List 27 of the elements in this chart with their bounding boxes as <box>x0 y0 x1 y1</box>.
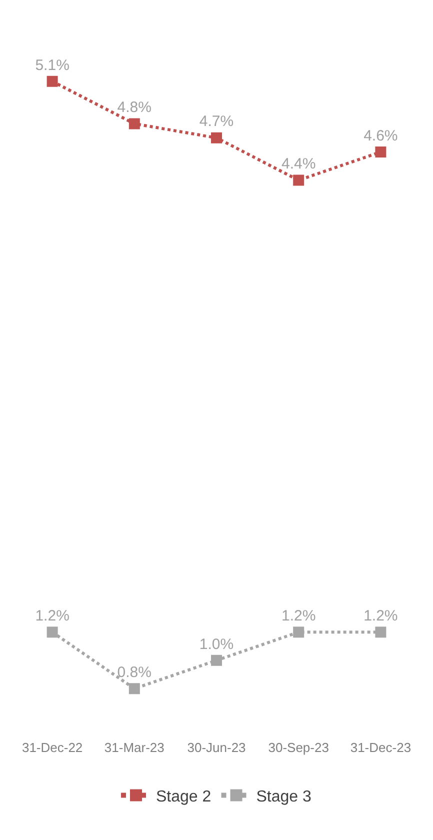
x-tick-label: 30-Sep-23 <box>268 740 329 755</box>
data-label: 1.0% <box>199 636 234 653</box>
data-label: 4.7% <box>199 113 234 130</box>
point <box>128 683 140 694</box>
data-label: 5.1% <box>35 56 70 74</box>
data-label: 0.8% <box>117 664 152 682</box>
point <box>293 626 304 638</box>
x-tick-label: 31-Dec-22 <box>22 740 83 755</box>
point <box>211 132 222 144</box>
data-label: 4.4% <box>281 156 316 173</box>
legend-label: Stage 3 <box>256 788 312 806</box>
point <box>293 174 304 186</box>
x-tick-label: 31-Dec-23 <box>350 740 412 755</box>
x-tick-label: 30-Jun-23 <box>187 740 246 755</box>
point <box>46 76 58 87</box>
point <box>375 626 386 638</box>
point <box>128 118 140 130</box>
data-label: 1.2% <box>35 608 70 625</box>
point <box>375 146 386 158</box>
legend-label: Stage 2 <box>156 788 212 806</box>
data-label: 4.6% <box>364 127 398 144</box>
data-label: 4.8% <box>117 99 152 116</box>
x-tick-label: 31-Mar-23 <box>104 740 164 755</box>
point <box>46 626 58 638</box>
point <box>211 654 222 666</box>
data-label: 1.2% <box>364 608 398 625</box>
data-label: 1.2% <box>281 608 316 625</box>
